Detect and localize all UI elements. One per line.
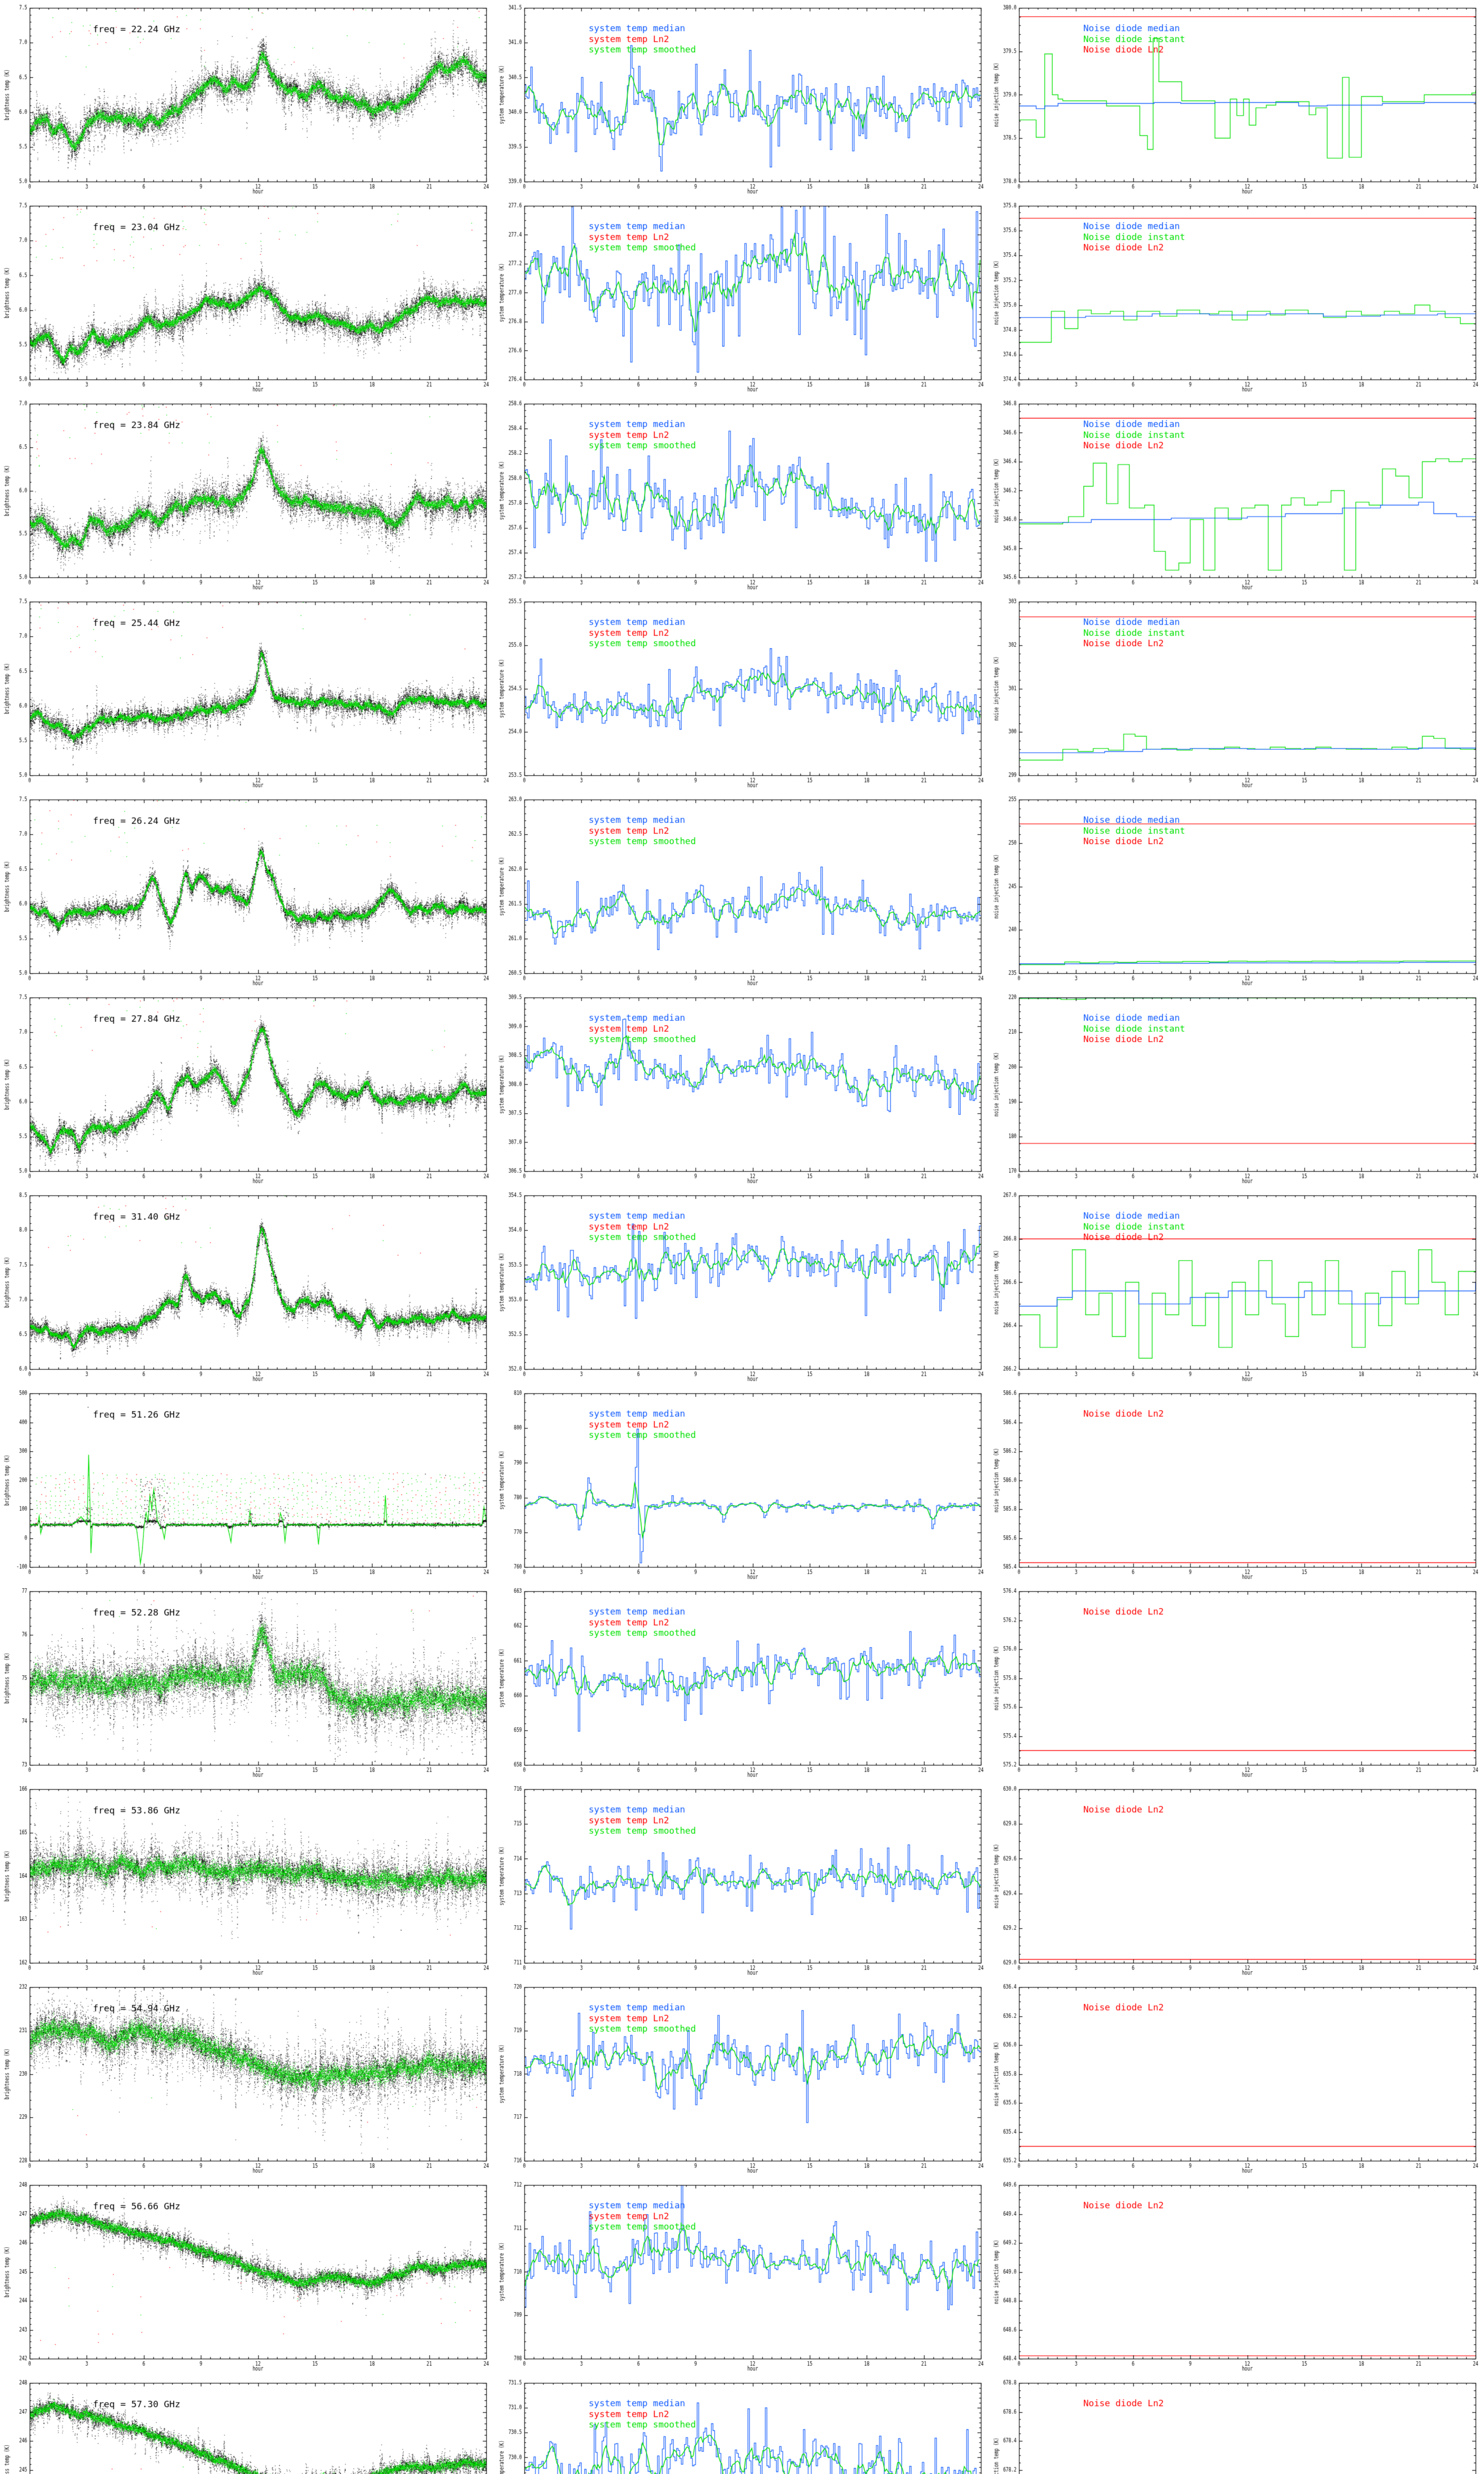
panel-tsys-56.66GHz: [495, 2177, 989, 2375]
panel-tsys-27.84GHz: [495, 990, 989, 1188]
panel-noise-56.66GHz: [989, 2177, 1484, 2375]
panel-brightness-56.66GHz: [0, 2177, 495, 2375]
panel-brightness-23.04GHz: [0, 198, 495, 396]
panel-noise-23.84GHz: [989, 396, 1484, 594]
panel-brightness-54.94GHz: [0, 1979, 495, 2177]
panel-brightness-52.28GHz: [0, 1583, 495, 1781]
panel-tsys-31.40GHz: [495, 1188, 989, 1385]
panel-tsys-54.94GHz: [495, 1979, 989, 2177]
panel-tsys-57.30GHz: [495, 2375, 989, 2474]
panel-tsys-25.44GHz: [495, 594, 989, 792]
panel-noise-57.30GHz: [989, 2375, 1484, 2474]
panel-tsys-23.04GHz: [495, 198, 989, 396]
panel-brightness-57.30GHz: [0, 2375, 495, 2474]
panel-noise-51.26GHz: [989, 1385, 1484, 1583]
panel-brightness-25.44GHz: [0, 594, 495, 792]
panel-tsys-22.24GHz: [495, 0, 989, 198]
panel-brightness-53.86GHz: [0, 1781, 495, 1979]
panel-noise-23.04GHz: [989, 198, 1484, 396]
panel-tsys-52.28GHz: [495, 1583, 989, 1781]
panel-noise-53.86GHz: [989, 1781, 1484, 1979]
panel-tsys-26.24GHz: [495, 792, 989, 990]
panel-noise-22.24GHz: [989, 0, 1484, 198]
panel-brightness-26.24GHz: [0, 792, 495, 990]
panel-noise-31.40GHz: [989, 1188, 1484, 1385]
panel-brightness-22.24GHz: [0, 0, 495, 198]
panel-brightness-31.40GHz: [0, 1188, 495, 1385]
panel-brightness-27.84GHz: [0, 990, 495, 1188]
panel-noise-26.24GHz: [989, 792, 1484, 990]
panel-brightness-23.84GHz: [0, 396, 495, 594]
panel-tsys-53.86GHz: [495, 1781, 989, 1979]
panel-noise-54.94GHz: [989, 1979, 1484, 2177]
panel-noise-52.28GHz: [989, 1583, 1484, 1781]
panel-tsys-51.26GHz: [495, 1385, 989, 1583]
panel-noise-25.44GHz: [989, 594, 1484, 792]
panel-tsys-23.84GHz: [495, 396, 989, 594]
panel-noise-27.84GHz: [989, 990, 1484, 1188]
panel-brightness-51.26GHz: [0, 1385, 495, 1583]
